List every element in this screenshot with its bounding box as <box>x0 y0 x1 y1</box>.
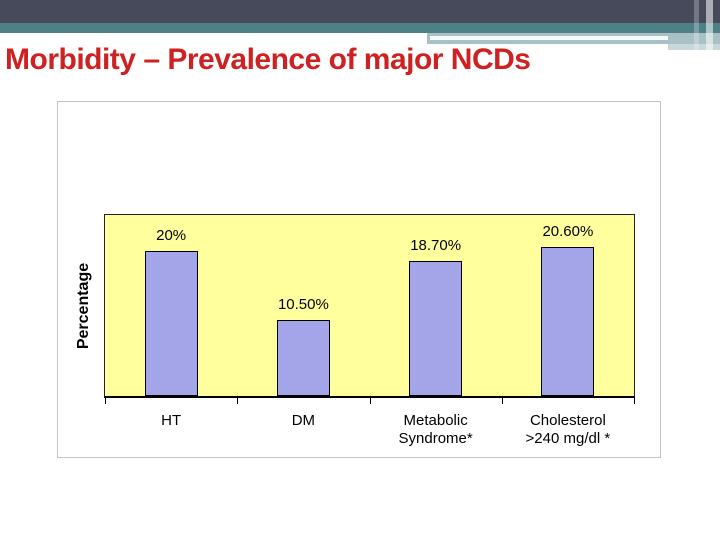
category-label-line: DM <box>291 412 316 429</box>
bar-value-label: 18.70% <box>410 237 462 254</box>
bar <box>276 320 330 396</box>
chart-frame: Percentage 20% 10.50% 18.70% 20.60% HT DM Met… <box>57 101 661 458</box>
x-axis-tick <box>237 398 238 404</box>
category-label-line: Syndrome* <box>398 430 473 447</box>
plot-area: 20% 10.50% 18.70% 20.60% <box>104 214 635 398</box>
bar-value-label: 20.60% <box>542 223 594 240</box>
category-label: Cholesterol >240 mg/dl * <box>502 412 634 448</box>
bar <box>144 251 198 396</box>
category-label-line: >240 mg/dl * <box>525 430 611 447</box>
bar <box>541 247 595 396</box>
x-axis-ticks <box>105 398 635 405</box>
bar-value-label: 10.50% <box>277 296 329 313</box>
category-label-line: HT <box>161 412 182 429</box>
header-accent-line <box>430 36 668 40</box>
x-axis-tick <box>105 398 106 404</box>
category-label: Metabolic Syndrome* <box>370 412 502 448</box>
slide-title: Morbidity – Prevalence of major NCDs <box>5 43 531 76</box>
header-stripe-2 <box>706 0 713 50</box>
category-label-line: Cholesterol <box>529 412 606 429</box>
category-labels: HT DM Metabolic Syndrome* Cholesterol >240 mg… <box>105 412 635 452</box>
bar <box>409 261 463 396</box>
category-label: HT <box>105 412 237 430</box>
header-accent-band-corner <box>668 44 720 50</box>
category-label-line: Metabolic <box>403 412 468 429</box>
x-axis-tick <box>502 398 503 404</box>
bar-value-label: 20% <box>156 227 187 244</box>
x-axis-tick <box>370 398 371 404</box>
header-band-dark <box>0 0 720 23</box>
header-stripe-1 <box>694 0 699 50</box>
category-label: DM <box>237 412 369 430</box>
y-axis-label: Percentage <box>75 262 92 350</box>
x-axis-tick <box>634 398 635 404</box>
header-band-teal <box>0 23 720 33</box>
